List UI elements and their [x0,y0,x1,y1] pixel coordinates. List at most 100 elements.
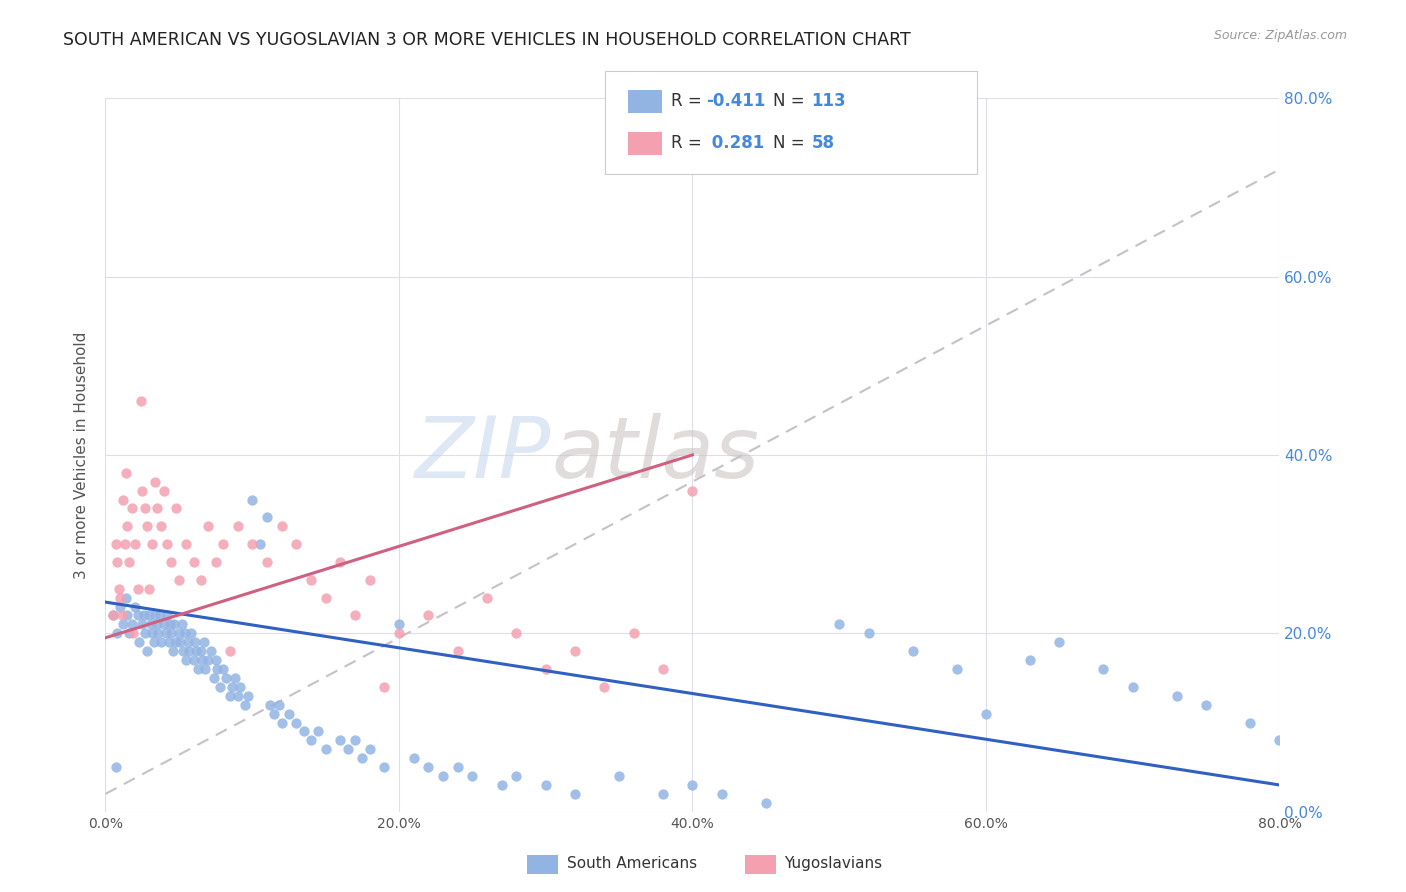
Point [187,662,209,676]
Text: atlas: atlas [551,413,759,497]
Point [256,555,278,569]
Point [224,671,246,685]
Point [197,653,219,667]
Point [134,501,156,516]
Text: ZIP: ZIP [415,413,551,497]
Point [307,724,329,739]
Point [117,519,139,533]
Point [359,573,381,587]
Point [156,537,179,551]
Point [197,519,219,533]
Point [388,626,411,640]
Point [292,724,315,739]
Point [115,466,138,480]
Point [122,626,145,640]
Point [165,635,187,649]
Point [127,608,149,623]
Point [112,492,135,507]
Point [755,796,778,810]
Point [170,617,193,632]
Point [129,394,152,409]
Point [359,742,381,756]
Point [623,626,645,640]
Point [134,626,156,640]
Point [461,769,484,783]
Text: Source: ZipAtlas.com: Source: ZipAtlas.com [1213,29,1347,42]
Point [128,635,150,649]
Point [101,608,124,623]
Text: R =: R = [671,134,707,152]
Point [105,555,128,569]
Y-axis label: 3 or more Vehicles in Household: 3 or more Vehicles in Household [75,331,90,579]
Point [104,760,127,774]
Point [263,706,285,721]
Point [208,680,231,694]
Point [564,787,586,801]
Point [165,501,187,516]
Point [110,608,132,623]
Point [211,662,233,676]
Point [299,733,322,747]
Point [190,644,212,658]
Point [1122,680,1144,694]
Point [138,582,160,596]
Point [259,698,281,712]
Point [172,644,194,658]
Point [475,591,498,605]
Point [505,626,527,640]
Point [121,617,143,632]
Point [229,680,252,694]
Point [315,591,337,605]
Point [141,626,163,640]
Point [142,635,165,649]
Point [373,760,395,774]
Point [343,608,366,623]
Point [146,617,169,632]
Point [233,698,256,712]
Point [901,644,924,658]
Point [101,608,124,623]
Point [534,778,557,792]
Point [193,635,215,649]
Point [277,706,299,721]
Point [105,626,128,640]
Point [155,626,177,640]
Point [131,483,153,498]
Point [131,617,153,632]
Text: N =: N = [773,92,810,110]
Point [176,635,198,649]
Point [143,475,166,489]
Point [121,501,143,516]
Point [135,644,157,658]
Point [108,591,131,605]
Text: 113: 113 [811,92,846,110]
Point [117,608,139,623]
Point [167,626,190,640]
Point [135,519,157,533]
Text: N =: N = [773,134,810,152]
Text: -0.411: -0.411 [706,92,765,110]
Point [249,537,271,551]
Point [219,644,242,658]
Point [180,626,202,640]
Point [132,608,155,623]
Point [267,698,290,712]
Point [139,617,162,632]
Point [240,492,263,507]
Text: R =: R = [671,92,707,110]
Point [169,635,191,649]
Text: Yugoslavians: Yugoslavians [785,856,883,871]
Point [143,608,166,623]
Point [115,591,138,605]
Text: 58: 58 [811,134,834,152]
Point [505,769,527,783]
Point [858,626,880,640]
Point [974,706,997,721]
Point [177,644,200,658]
Point [1195,698,1218,712]
Point [200,644,222,658]
Point [446,644,468,658]
Point [146,501,169,516]
Point [191,653,214,667]
Point [157,635,180,649]
